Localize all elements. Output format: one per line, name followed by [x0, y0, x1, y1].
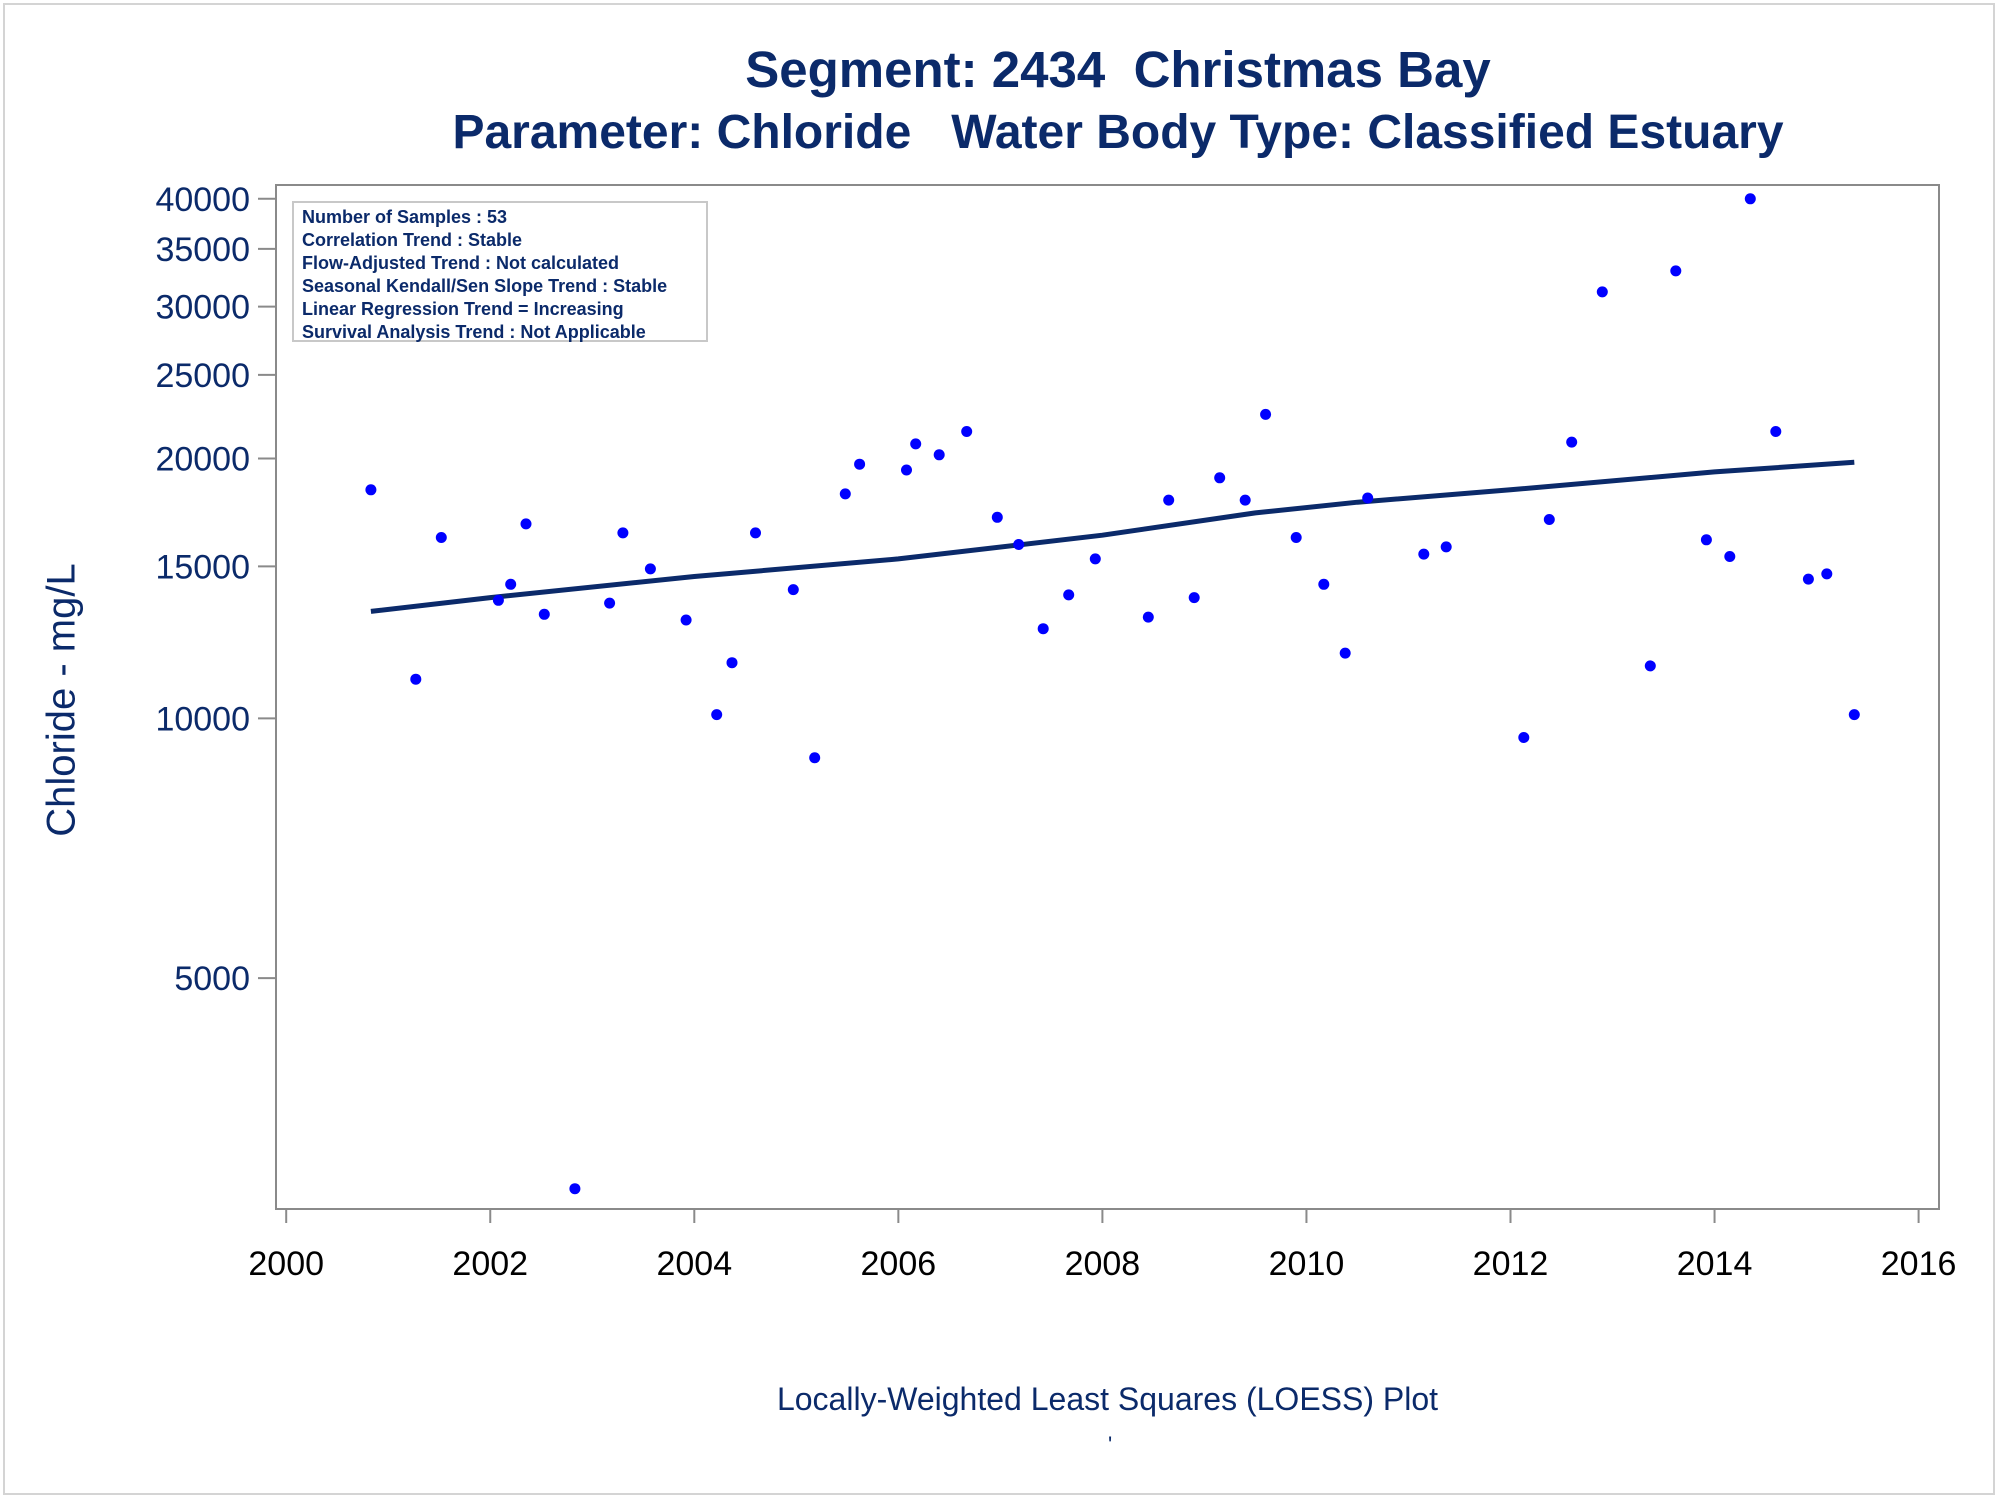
x-tick-label: 2008	[1065, 1245, 1141, 1283]
data-point	[1290, 532, 1302, 543]
data-point	[1724, 551, 1736, 562]
stats-line: Number of Samples : 53	[302, 207, 508, 227]
scatter-points	[365, 193, 1860, 1195]
data-point	[910, 438, 922, 450]
data-point	[538, 608, 550, 620]
y-tick-label: 35000	[155, 231, 250, 269]
data-point	[1318, 578, 1330, 590]
x-tick-label: 2014	[1677, 1245, 1753, 1283]
stats-line: Flow-Adjusted Trend : Not calculated	[302, 253, 620, 273]
data-point	[680, 614, 692, 626]
data-point	[1013, 539, 1025, 550]
data-point	[1418, 548, 1430, 560]
data-point	[1142, 611, 1154, 623]
stats-line: Linear Regression Trend = Increasing	[302, 299, 624, 319]
y-tick-label: 20000	[155, 441, 250, 479]
data-point	[520, 518, 532, 530]
data-point	[1848, 709, 1860, 721]
data-point	[1089, 553, 1101, 565]
data-point	[1770, 426, 1782, 437]
data-point	[1440, 541, 1452, 553]
trend-line-group	[370, 459, 1855, 614]
y-tick-label: 5000	[174, 960, 250, 998]
data-point	[1239, 494, 1251, 506]
data-point	[1644, 660, 1656, 672]
data-point	[365, 484, 377, 496]
data-point	[1260, 408, 1272, 420]
data-point	[569, 1183, 581, 1195]
data-point	[644, 563, 656, 575]
x-tick-label: 2000	[248, 1245, 324, 1283]
data-point	[933, 449, 945, 461]
x-tick-label: 2006	[861, 1245, 937, 1283]
y-tick-label: 40000	[155, 181, 250, 219]
data-point	[1802, 573, 1814, 585]
x-tick-label: 2010	[1269, 1245, 1345, 1283]
x-axis-label: Locally-Weighted Least Squares (LOESS) P…	[776, 1381, 1439, 1417]
y-tick-label: 15000	[155, 548, 250, 586]
data-point	[410, 673, 422, 685]
x-tick-label: 2016	[1881, 1245, 1957, 1283]
data-point	[617, 527, 629, 539]
x-axis: 2000 2002 2004 2006 2008 2010 2012 2014 2016	[248, 1209, 1956, 1283]
footnote-mark: '	[1108, 1432, 1113, 1457]
data-point	[1543, 514, 1555, 525]
data-point	[1037, 623, 1049, 635]
trend-line	[370, 459, 1855, 614]
stats-line: Correlation Trend : Stable	[302, 230, 523, 250]
data-point	[1163, 494, 1175, 506]
data-point	[1566, 436, 1578, 448]
y-tick-label: 30000	[155, 289, 250, 327]
data-point	[492, 594, 504, 606]
data-point	[604, 597, 616, 609]
data-point	[1362, 492, 1374, 504]
x-tick-label: 2012	[1473, 1245, 1549, 1283]
chart-title: Segment: 2434 Christmas Bay	[745, 41, 1491, 98]
chart-frame	[3, 3, 1995, 1495]
data-point	[1063, 589, 1075, 601]
x-tick-label: 2002	[452, 1245, 528, 1283]
data-point	[750, 527, 761, 539]
plot-border	[275, 184, 1940, 1210]
data-point	[435, 532, 447, 543]
data-point	[854, 458, 866, 470]
data-point	[1518, 732, 1530, 743]
data-point	[1188, 592, 1200, 604]
y-axis: 5000 10000 15000 20000 25000 30000 35000 40000	[155, 181, 276, 998]
stats-line: Seasonal Kendall/Sen Slope Trend : Stabl…	[302, 276, 668, 296]
data-point	[1596, 286, 1608, 298]
data-point	[839, 488, 851, 500]
data-point	[1700, 534, 1712, 546]
data-point	[505, 578, 517, 590]
data-point	[1744, 193, 1756, 205]
data-point	[1214, 472, 1226, 484]
data-point	[726, 657, 738, 669]
chart-subtitle: Parameter: Chloride Water Body Type: Cla…	[452, 106, 1784, 159]
data-point	[809, 752, 821, 764]
stats-box: Number of Samples : 53 Correlation Trend…	[292, 201, 708, 342]
data-point	[901, 464, 912, 476]
data-point	[711, 709, 723, 721]
data-point	[1670, 265, 1682, 277]
data-point	[1821, 568, 1833, 580]
data-point	[991, 511, 1003, 523]
data-point	[1339, 647, 1351, 659]
x-tick-label: 2004	[656, 1245, 732, 1283]
stats-line: Survival Analysis Trend : Not Applicable	[302, 322, 646, 342]
data-point	[787, 584, 799, 596]
y-tick-label: 25000	[155, 357, 250, 395]
y-tick-label: 10000	[155, 700, 250, 738]
data-point	[961, 426, 973, 437]
